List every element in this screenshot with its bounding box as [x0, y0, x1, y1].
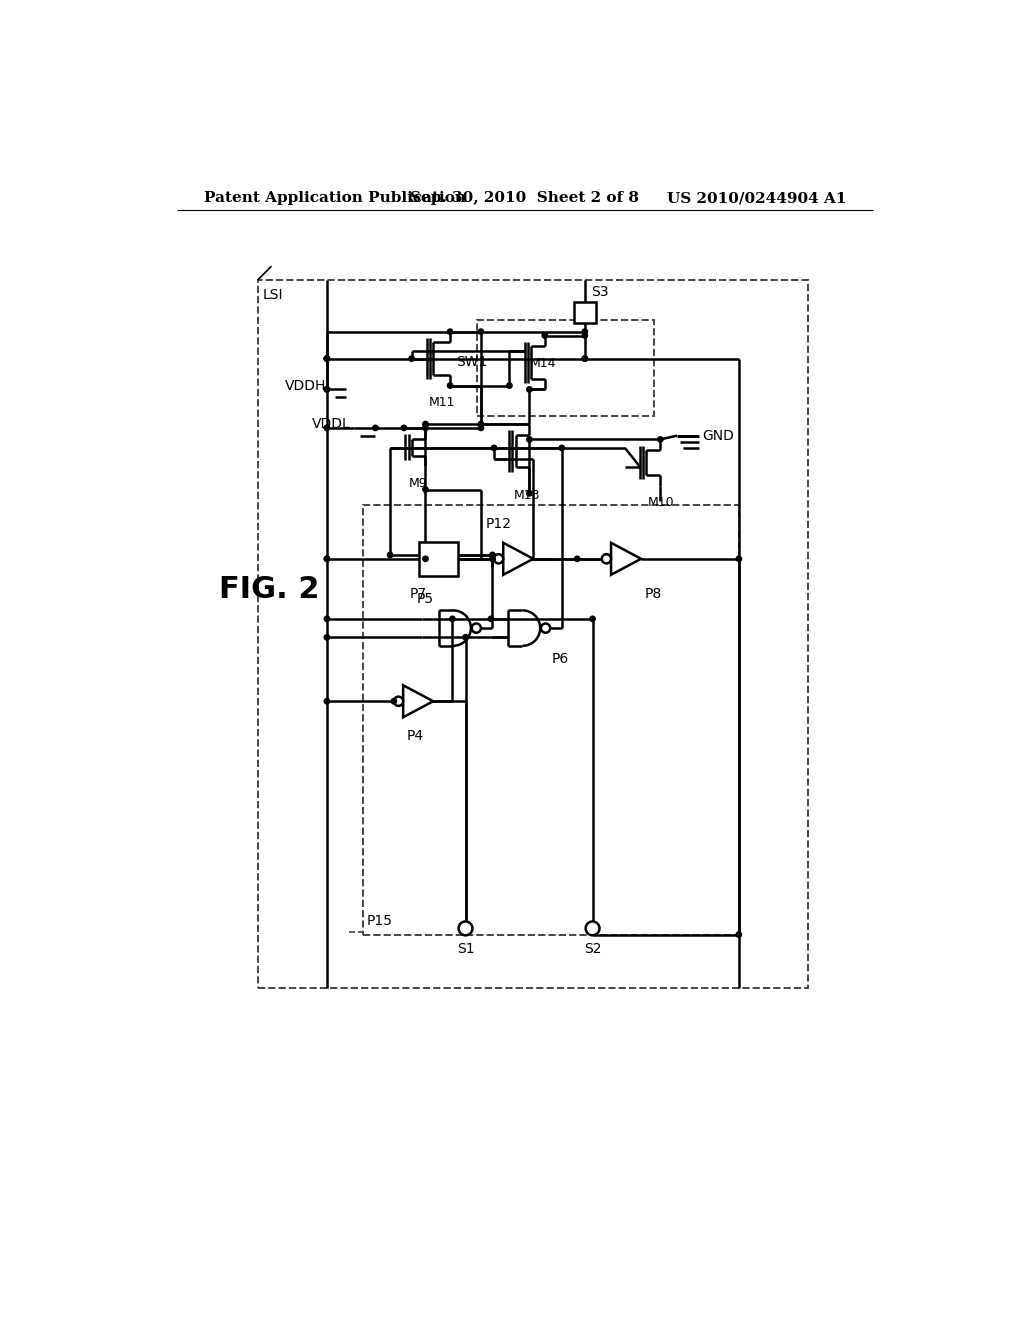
Circle shape — [657, 437, 663, 442]
Circle shape — [489, 556, 496, 561]
Circle shape — [602, 554, 611, 564]
Circle shape — [590, 616, 595, 622]
Circle shape — [373, 425, 378, 430]
Text: M9: M9 — [409, 478, 427, 490]
Circle shape — [325, 635, 330, 640]
Circle shape — [447, 329, 453, 334]
Text: P7: P7 — [410, 586, 427, 601]
Circle shape — [583, 333, 588, 338]
Circle shape — [325, 556, 330, 561]
Circle shape — [325, 698, 330, 704]
Circle shape — [526, 437, 532, 442]
Text: P5: P5 — [417, 591, 434, 606]
Text: M10: M10 — [648, 496, 675, 510]
Text: P8: P8 — [645, 586, 663, 601]
Circle shape — [478, 421, 483, 426]
Text: Sep. 30, 2010  Sheet 2 of 8: Sep. 30, 2010 Sheet 2 of 8 — [411, 191, 639, 206]
Text: M14: M14 — [529, 358, 556, 370]
Circle shape — [583, 356, 588, 362]
Circle shape — [489, 556, 496, 561]
Circle shape — [463, 635, 468, 640]
Circle shape — [423, 421, 428, 426]
Circle shape — [325, 387, 330, 392]
Circle shape — [1017, 556, 1022, 561]
Text: M13: M13 — [514, 488, 541, 502]
Circle shape — [541, 623, 550, 632]
Circle shape — [387, 552, 393, 557]
Circle shape — [459, 921, 472, 936]
Circle shape — [325, 356, 330, 362]
Circle shape — [559, 445, 564, 450]
Circle shape — [736, 556, 741, 561]
Polygon shape — [611, 543, 641, 574]
Circle shape — [447, 383, 453, 388]
Circle shape — [423, 487, 428, 492]
Circle shape — [391, 698, 396, 704]
Circle shape — [586, 921, 599, 936]
Circle shape — [478, 425, 483, 430]
Text: P12: P12 — [485, 517, 512, 531]
Circle shape — [736, 932, 741, 937]
Circle shape — [574, 556, 580, 561]
Circle shape — [325, 387, 330, 392]
Circle shape — [507, 383, 512, 388]
Circle shape — [526, 491, 532, 496]
Circle shape — [325, 356, 330, 362]
Circle shape — [542, 333, 548, 338]
Text: LSI: LSI — [262, 288, 283, 302]
Circle shape — [494, 554, 503, 564]
Circle shape — [325, 616, 330, 622]
Text: P4: P4 — [407, 729, 424, 743]
Circle shape — [401, 425, 407, 430]
Text: P6: P6 — [552, 652, 569, 667]
Text: S2: S2 — [584, 942, 601, 956]
Text: VDDH: VDDH — [285, 379, 326, 392]
Circle shape — [492, 445, 497, 450]
Bar — [258, 280, 808, 989]
Circle shape — [325, 425, 330, 430]
Text: FIG. 2: FIG. 2 — [219, 576, 319, 605]
Bar — [364, 506, 739, 935]
Circle shape — [325, 425, 330, 430]
Circle shape — [488, 616, 494, 622]
Text: S1: S1 — [457, 942, 474, 956]
Text: VDDL: VDDL — [311, 417, 350, 432]
Text: S3: S3 — [591, 285, 608, 298]
Circle shape — [325, 356, 330, 362]
Circle shape — [450, 616, 455, 622]
Bar — [419, 541, 458, 576]
Text: Patent Application Publication: Patent Application Publication — [204, 191, 466, 206]
Circle shape — [526, 387, 532, 392]
Text: P15: P15 — [367, 915, 392, 928]
Circle shape — [325, 556, 330, 561]
Bar — [574, 302, 596, 323]
Bar — [477, 321, 654, 416]
Text: GND: GND — [701, 429, 734, 442]
Polygon shape — [503, 543, 534, 574]
Circle shape — [423, 425, 428, 430]
Circle shape — [478, 329, 483, 334]
Circle shape — [583, 329, 588, 334]
Circle shape — [394, 697, 403, 706]
Polygon shape — [403, 685, 433, 717]
Text: US 2010/0244904 A1: US 2010/0244904 A1 — [668, 191, 847, 206]
Circle shape — [409, 356, 415, 362]
Circle shape — [489, 552, 496, 557]
Circle shape — [583, 356, 588, 362]
Text: SW1: SW1 — [457, 355, 487, 370]
Circle shape — [472, 623, 481, 632]
Circle shape — [423, 556, 428, 561]
Text: M11: M11 — [429, 396, 455, 409]
